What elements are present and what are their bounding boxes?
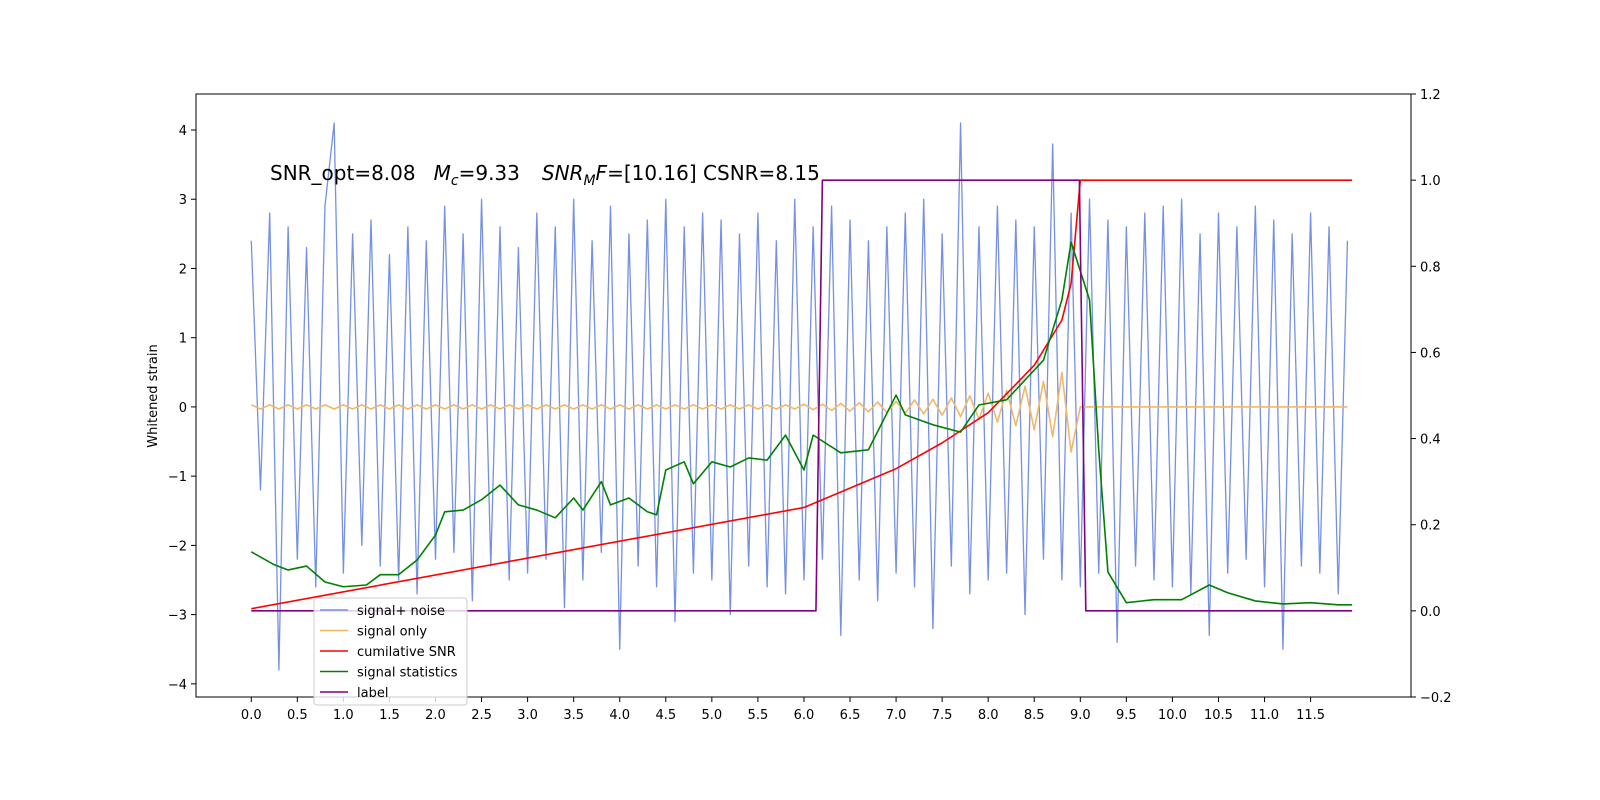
y2-tick-label: 1.2 xyxy=(1420,88,1441,103)
x-tick-label: 6.5 xyxy=(840,708,861,723)
y-tick-label: −1 xyxy=(168,470,187,485)
y-tick-label: 2 xyxy=(179,262,187,277)
series-line xyxy=(251,179,1353,612)
y-tick-label: 3 xyxy=(179,193,187,208)
x-tick-label: 4.0 xyxy=(609,708,630,723)
series-line xyxy=(250,122,1349,671)
plot-area xyxy=(250,122,1353,671)
x-tick-label: 2.0 xyxy=(425,708,446,723)
y2-tick-label: 0.8 xyxy=(1420,260,1441,275)
x-tick-label: 10.5 xyxy=(1204,708,1233,723)
y-tick-label: −3 xyxy=(168,609,187,624)
annotation-part: =9.33 xyxy=(459,161,520,185)
y2-tick-label: −0.2 xyxy=(1420,691,1452,706)
annotation-part: M xyxy=(434,161,451,185)
annotation-part: F xyxy=(596,161,608,185)
y-tick-label: 1 xyxy=(179,332,187,347)
annotation-part: SNR_opt=8.08 xyxy=(270,161,416,185)
series-line xyxy=(250,241,1353,606)
x-tick-label: 9.0 xyxy=(1070,708,1091,723)
legend-label: cumilative SNR xyxy=(357,645,456,660)
y-tick-label: 0 xyxy=(179,401,187,416)
y2-tick-label: 0.6 xyxy=(1420,346,1441,361)
annotation-part: M xyxy=(583,173,595,189)
legend: signal+ noise signal only cumilative SNR si… xyxy=(313,597,468,706)
x-tick-label: 9.5 xyxy=(1116,708,1137,723)
x-tick-label: 4.5 xyxy=(655,708,676,723)
x-tick-label: 7.0 xyxy=(886,708,907,723)
x-tick-label: 8.0 xyxy=(978,708,999,723)
annotation-part: SNR xyxy=(542,161,584,185)
y2-tick-label: 0.4 xyxy=(1420,433,1441,448)
annotation: SNR_opt=8.08 Mc=9.33 SNRMF=[10.16] CSNR=8.… xyxy=(270,161,820,189)
x-tick-label: 3.5 xyxy=(563,708,584,723)
legend-box xyxy=(313,597,468,706)
x-tick-label: 7.5 xyxy=(932,708,953,723)
x-tick-label: 0.0 xyxy=(241,708,262,723)
legend-label: signal only xyxy=(357,625,427,640)
x-tick-label: 1.5 xyxy=(379,708,400,723)
y2-tick-label: 0.0 xyxy=(1420,605,1441,620)
series-line xyxy=(251,179,1353,610)
x-tick-label: 5.0 xyxy=(702,708,723,723)
x-tick-label: 11.0 xyxy=(1250,708,1279,723)
y-tick-label: 4 xyxy=(179,124,187,139)
x-tick-label: 6.0 xyxy=(794,708,815,723)
y-axis-label: Whitened strain xyxy=(146,344,161,447)
x-tick-label: 5.5 xyxy=(748,708,769,723)
annotation-part: c xyxy=(451,173,459,189)
x-tick-label: 3.0 xyxy=(517,708,538,723)
y2-tick-label: 1.0 xyxy=(1420,174,1441,189)
x-tick-label: 11.5 xyxy=(1296,708,1325,723)
y-tick-label: −2 xyxy=(168,539,187,554)
x-tick-label: 2.5 xyxy=(471,708,492,723)
x-tick-label: 8.5 xyxy=(1024,708,1045,723)
y-tick-label: −4 xyxy=(168,678,187,693)
legend-label: label xyxy=(357,686,388,701)
annotation-part: =[10.16] CSNR=8.15 xyxy=(607,161,820,185)
x-tick-label: 1.0 xyxy=(333,708,354,723)
legend-label: signal+ noise xyxy=(357,604,445,619)
y2-tick-label: 0.2 xyxy=(1420,519,1441,534)
x-tick-label: 10.0 xyxy=(1158,708,1187,723)
series-line xyxy=(250,371,1348,453)
legend-label: signal statistics xyxy=(357,666,458,681)
x-tick-label: 0.5 xyxy=(287,708,308,723)
